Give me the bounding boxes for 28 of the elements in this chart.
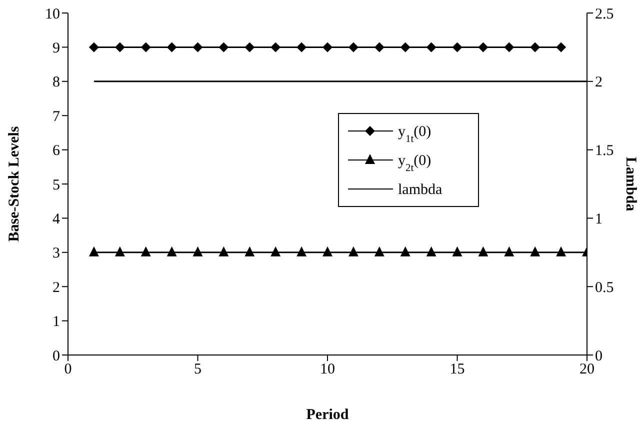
- x-tick-label: 10: [320, 362, 335, 378]
- y-tick-label: 8: [52, 74, 60, 91]
- y-tick-label: 4: [52, 212, 60, 228]
- legend-label: y$_{1t}$(0): [398, 124, 432, 144]
- y-tick-label: 5: [52, 177, 60, 194]
- y2-tick-label: 2: [595, 74, 602, 91]
- x-tick-label: 20: [580, 362, 594, 378]
- y-tick-label: 1: [52, 314, 60, 330]
- legend-label: y$_{2t}$(0): [398, 153, 432, 174]
- y-tick-label: 2: [52, 280, 60, 296]
- x-axis-title: Period: [306, 407, 350, 423]
- x-tick-label: 5: [194, 362, 202, 378]
- y2-tick-label: 1: [595, 212, 602, 228]
- y2-tick-label: 2.5: [595, 6, 614, 22]
- y-tick-label: 10: [45, 6, 60, 22]
- y-axis-title: Base-Stock Levels: [6, 126, 22, 242]
- y-tick-label: 7: [52, 108, 60, 125]
- x-tick-label: 0: [64, 362, 72, 378]
- y2-axis-title: Lambda: [622, 156, 639, 212]
- y-tick-label: 0: [52, 348, 60, 364]
- x-tick-label: 15: [450, 362, 465, 378]
- y-tick-label: 6: [52, 143, 60, 160]
- y2-tick-label: 1.5: [595, 143, 614, 160]
- y-tick-label: 9: [52, 40, 60, 57]
- y2-tick-label: 0.5: [595, 280, 614, 296]
- y2-tick-label: 0: [595, 348, 602, 364]
- legend-label: lambda: [398, 182, 442, 198]
- y-tick-label: 3: [52, 246, 60, 262]
